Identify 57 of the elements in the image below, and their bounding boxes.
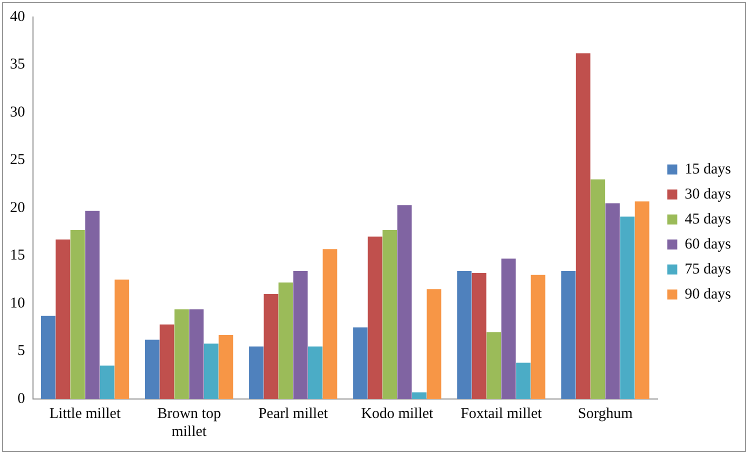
bar [264, 294, 278, 399]
bar [397, 205, 412, 399]
bar [590, 179, 606, 399]
legend-label: 30 days [684, 186, 732, 202]
bar [70, 230, 85, 399]
bar [204, 344, 218, 399]
bar [368, 236, 382, 399]
bar [56, 240, 70, 399]
bar [144, 340, 160, 399]
bar [561, 271, 576, 399]
bar [114, 280, 130, 399]
bar [530, 274, 546, 399]
y-tick-label: 30 [10, 104, 25, 120]
y-tick-label: 35 [10, 56, 25, 73]
bar [634, 201, 650, 399]
y-tick-label: 0 [18, 390, 25, 407]
bar [100, 366, 114, 399]
bar [353, 327, 368, 399]
bar [620, 216, 635, 399]
x-tick-label: Brown top millet [157, 406, 221, 440]
bar [85, 210, 100, 399]
bar [174, 309, 189, 399]
bar [382, 230, 397, 399]
bar [412, 392, 426, 399]
bar [457, 271, 472, 399]
x-tick-label: Sorghum [578, 406, 633, 422]
legend-label: 75 days [684, 261, 732, 278]
bar [160, 324, 174, 399]
bar [278, 282, 293, 399]
bar [486, 332, 502, 399]
bar [426, 289, 442, 399]
bar [308, 346, 322, 399]
legend-label: 15 days [684, 161, 732, 178]
bar [40, 316, 56, 399]
bar [472, 272, 486, 399]
bar [605, 203, 620, 399]
x-tick-label: Little millet [49, 406, 122, 422]
x-tick-label: Pearl millet [258, 406, 329, 422]
bar [322, 249, 338, 399]
bar [501, 258, 516, 399]
bar [189, 309, 204, 399]
y-tick-label: 15 [10, 248, 25, 264]
legend-label: 60 days [684, 236, 732, 252]
legend-label: 90 days [684, 286, 732, 302]
x-tick-label: Kodo millet [361, 406, 434, 422]
bar [576, 53, 590, 399]
y-tick-label: 5 [18, 343, 25, 360]
y-tick-label: 40 [10, 8, 25, 25]
bar [293, 271, 308, 399]
bar [218, 335, 234, 399]
y-tick-label: 25 [10, 152, 25, 168]
bar [249, 346, 264, 399]
legend-label: 45 days [684, 211, 732, 228]
x-tick-label: Foxtail millet [460, 406, 543, 422]
y-tick-label: 20 [10, 200, 25, 216]
y-tick-label: 10 [10, 295, 25, 312]
bar [516, 362, 531, 399]
